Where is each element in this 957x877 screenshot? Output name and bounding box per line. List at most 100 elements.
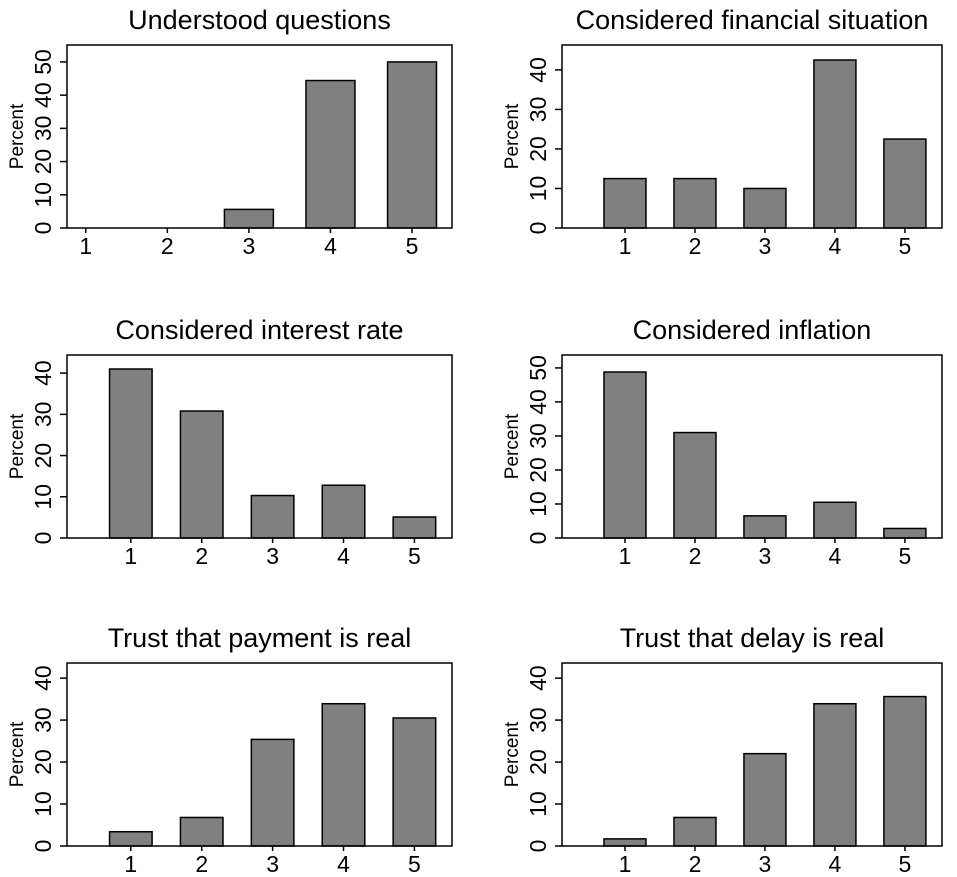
chart-title: Understood questions — [128, 5, 391, 35]
bar — [883, 138, 927, 229]
plot-frame — [66, 44, 453, 229]
y-tick-label: 0 — [30, 840, 56, 853]
y-tick-label: 40 — [30, 82, 56, 108]
x-tick-label: 5 — [408, 543, 421, 569]
bar — [673, 177, 717, 229]
y-tick-label: 50 — [525, 355, 551, 381]
bar — [305, 79, 356, 229]
y-tick-label: 30 — [525, 707, 551, 733]
x-tick-label: 4 — [829, 543, 842, 569]
y-tick-label: 0 — [525, 840, 551, 853]
x-tick-label: 1 — [619, 851, 632, 877]
y-tick-label: 0 — [525, 222, 551, 235]
y-tick-label: 20 — [30, 749, 56, 775]
bar — [108, 830, 153, 847]
y-tick-label: 20 — [30, 443, 56, 469]
plot-frame — [561, 354, 943, 539]
x-tick-label: 4 — [337, 851, 350, 877]
y-tick-label: 20 — [525, 136, 551, 162]
chart-title: Trust that delay is real — [620, 623, 885, 653]
y-axis-label: Percent — [502, 721, 523, 787]
y-axis-label: Percent — [502, 413, 523, 479]
x-tick-label: 4 — [324, 233, 337, 259]
bar — [883, 695, 927, 847]
x-tick-label: 3 — [266, 851, 279, 877]
chart-title: Trust that payment is real — [108, 623, 412, 653]
x-tick-label: 1 — [124, 543, 137, 569]
y-tick-label: 40 — [525, 665, 551, 691]
x-tick-label: 5 — [406, 233, 419, 259]
x-tick-label: 5 — [899, 233, 912, 259]
bar — [603, 838, 647, 847]
bar — [603, 371, 647, 539]
x-tick-label: 5 — [408, 851, 421, 877]
bar — [743, 187, 787, 229]
x-tick-label: 2 — [195, 543, 208, 569]
plot-frame — [66, 354, 453, 539]
bar — [250, 738, 295, 847]
y-tick-label: 0 — [30, 222, 56, 235]
bar — [673, 816, 717, 847]
bar — [179, 410, 224, 539]
y-tick-label: 10 — [30, 182, 56, 208]
plot-frame — [66, 662, 453, 847]
x-tick-label: 4 — [337, 543, 350, 569]
bar — [386, 61, 438, 229]
y-tick-label: 40 — [30, 360, 56, 386]
y-tick-label: 40 — [525, 57, 551, 83]
y-tick-label: 10 — [525, 491, 551, 517]
y-tick-label: 20 — [525, 749, 551, 775]
bar — [603, 177, 647, 229]
x-tick-label: 2 — [195, 851, 208, 877]
y-tick-label: 10 — [525, 791, 551, 817]
x-tick-label: 1 — [79, 233, 92, 259]
y-axis-label: Percent — [7, 721, 28, 787]
bar — [250, 494, 295, 539]
x-tick-label: 2 — [689, 233, 702, 259]
x-tick-label: 3 — [242, 233, 255, 259]
x-tick-label: 3 — [759, 233, 772, 259]
bar — [321, 484, 366, 539]
x-tick-label: 2 — [689, 543, 702, 569]
bar — [108, 368, 153, 539]
y-tick-label: 10 — [30, 484, 56, 510]
bar — [179, 816, 224, 847]
bar — [673, 431, 717, 539]
plot-frame — [561, 44, 943, 229]
y-tick-label: 0 — [525, 532, 551, 545]
y-axis-label: Percent — [502, 103, 523, 169]
x-tick-label: 4 — [829, 851, 842, 877]
y-tick-label: 30 — [525, 97, 551, 123]
plot-frame — [561, 662, 943, 847]
bar — [743, 752, 787, 847]
y-tick-label: 20 — [525, 457, 551, 483]
y-tick-label: 20 — [30, 149, 56, 175]
x-tick-label: 5 — [899, 543, 912, 569]
y-tick-label: 50 — [30, 49, 56, 75]
x-tick-label: 3 — [759, 851, 772, 877]
x-tick-label: 1 — [619, 543, 632, 569]
y-tick-label: 10 — [525, 176, 551, 202]
bar — [392, 516, 437, 539]
y-tick-label: 40 — [30, 665, 56, 691]
y-tick-label: 40 — [525, 389, 551, 415]
x-tick-label: 2 — [161, 233, 174, 259]
y-tick-label: 30 — [30, 402, 56, 428]
y-tick-label: 30 — [525, 423, 551, 449]
x-tick-label: 2 — [689, 851, 702, 877]
bar — [392, 717, 437, 847]
x-tick-label: 3 — [759, 543, 772, 569]
x-tick-label: 1 — [124, 851, 137, 877]
y-tick-label: 10 — [30, 791, 56, 817]
bar — [813, 702, 857, 847]
y-tick-label: 0 — [30, 532, 56, 545]
y-axis-label: Percent — [7, 413, 28, 479]
chart-title: Considered financial situation — [576, 5, 929, 35]
bar — [223, 208, 275, 229]
y-axis-label: Percent — [7, 103, 28, 169]
bar — [813, 501, 857, 539]
bar — [883, 527, 927, 539]
x-tick-label: 1 — [619, 233, 632, 259]
chart-title: Considered inflation — [633, 315, 872, 345]
